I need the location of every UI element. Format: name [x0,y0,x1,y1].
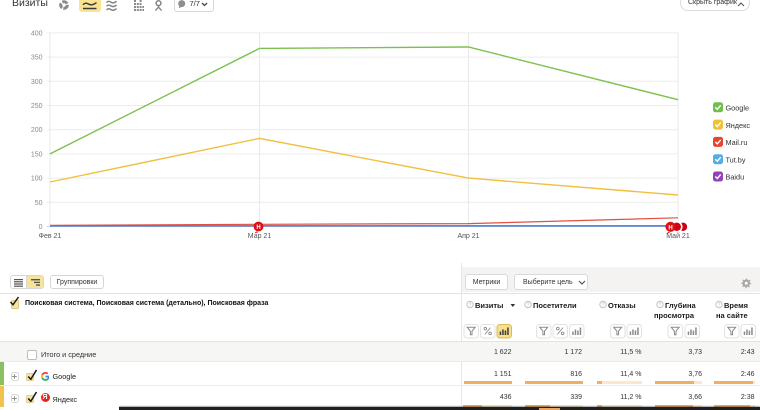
svg-text:200: 200 [31,127,43,134]
svg-text:Май 21: Май 21 [666,232,690,240]
svg-text:Время: Время [724,301,748,310]
svg-text:?: ? [659,303,662,309]
svg-text:50: 50 [35,200,43,207]
svg-text:Визиты: Визиты [475,301,503,310]
svg-text:350: 350 [31,55,43,62]
svg-text:100: 100 [31,176,43,183]
svg-text:Яндекс: Яндекс [726,121,751,130]
svg-text:Н: Н [668,225,672,231]
svg-text:Фев 21: Фев 21 [39,233,62,240]
svg-text:0: 0 [39,224,43,231]
svg-text:Посетители: Посетители [533,301,577,310]
svg-text:300: 300 [31,79,43,86]
svg-text:на сайте: на сайте [716,311,748,320]
svg-text:Baidu: Baidu [726,173,745,182]
svg-text:Google: Google [726,104,750,113]
svg-text:Глубина: Глубина [665,301,696,310]
svg-text:Mail.ru: Mail.ru [726,138,748,147]
svg-text:Апр 21: Апр 21 [457,233,479,240]
svg-text:400: 400 [31,30,43,37]
svg-text:?: ? [718,303,721,309]
svg-text:просмотра: просмотра [654,311,695,320]
svg-text:Н: Н [256,225,260,231]
svg-text:Tut.by: Tut.by [726,155,746,164]
svg-text:?: ? [469,303,472,309]
svg-text:150: 150 [31,151,43,158]
svg-text:?: ? [527,303,530,309]
svg-text:Отказы: Отказы [608,301,636,310]
svg-text:Мар 21: Мар 21 [248,233,272,240]
svg-text:?: ? [602,303,605,309]
svg-text:250: 250 [31,103,43,110]
